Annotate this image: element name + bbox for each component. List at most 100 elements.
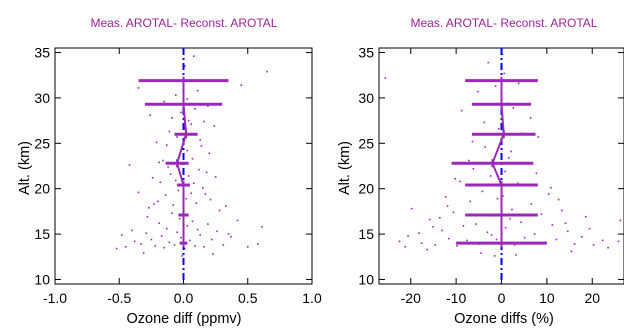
right-scatter-point: [520, 221, 522, 224]
right-scatter-point: [441, 229, 443, 232]
right-scatter-point: [434, 244, 437, 246]
left-scatter-point: [171, 212, 173, 214]
left-scatter-point: [178, 217, 181, 220]
right-scatter-point: [517, 182, 519, 185]
left-y-tick-label: 15: [34, 226, 50, 242]
left-scatter-point: [190, 192, 193, 195]
left-scatter-point: [153, 203, 155, 205]
right-scatter-point: [469, 200, 471, 203]
left-scatter-point: [230, 236, 232, 238]
left-scatter-point: [185, 197, 187, 200]
left-scatter-point: [191, 157, 194, 160]
right-scatter-point: [495, 238, 498, 241]
left-scatter-point: [196, 228, 199, 231]
left-scatter-point: [261, 226, 263, 228]
left-scatter-point: [203, 120, 205, 123]
right-scatter-point: [529, 117, 532, 119]
left-scatter-point: [199, 138, 202, 141]
right-scatter-point: [502, 195, 504, 197]
left-scatter-point: [173, 244, 176, 246]
left-scatter-point: [146, 216, 149, 218]
left-scatter-point: [201, 186, 204, 189]
left-scatter-point: [169, 173, 172, 175]
right-scatter-point: [410, 207, 413, 210]
left-scatter-point: [196, 89, 199, 92]
right-scatter-point: [472, 167, 475, 170]
right-scatter-point: [481, 190, 484, 193]
left-x-tick-label: 0.5: [238, 290, 258, 306]
left-scatter-point: [174, 179, 177, 182]
right-scatter-point: [444, 196, 447, 198]
right-scatter-point: [468, 159, 470, 162]
right-scatter-point: [497, 127, 500, 130]
right-scatter-points: [384, 53, 622, 257]
left-scatter-point: [186, 149, 189, 152]
right-chart-title: Meas. AROTAL- Reconst. AROTAL: [411, 16, 598, 30]
left-scatter-point: [131, 229, 133, 232]
right-scatter-point: [510, 150, 512, 153]
right-scatter-point: [566, 230, 569, 233]
right-scatter-point: [460, 109, 463, 112]
left-scatter-point: [149, 114, 151, 116]
right-scatter-point: [561, 209, 563, 212]
left-scatter-point: [190, 123, 193, 126]
right-scatter-point: [475, 223, 477, 225]
right-scatter-point: [438, 216, 441, 219]
right-scatter-point: [533, 233, 536, 235]
left-scatter-point: [158, 161, 160, 164]
right-scatter-point: [504, 170, 506, 173]
right-x-tick-label: 20: [584, 290, 600, 306]
right-scatter-point: [446, 205, 449, 207]
left-scatter-point: [140, 243, 142, 245]
right-scatter-point: [454, 177, 457, 180]
right-scatter-point: [490, 234, 493, 236]
left-scatter-point: [183, 65, 186, 67]
left-scatter-point: [222, 244, 225, 246]
left-scatter-point: [124, 245, 127, 248]
left-scatter-point: [181, 255, 184, 257]
right-panel: Meas. AROTAL- Reconst. AROTAL Ozone diff…: [337, 16, 624, 327]
right-scatter-point: [573, 243, 576, 245]
right-scatter-point: [452, 211, 455, 214]
left-scatter-point: [191, 220, 194, 223]
left-scatter-point: [209, 198, 212, 201]
left-scatter-point: [164, 194, 167, 196]
right-x-tick-label: -20: [401, 290, 421, 306]
right-x-axis-label: Ozone diffs (%): [454, 311, 554, 327]
right-scatter-point: [509, 217, 511, 220]
left-y-tick-label: 35: [34, 45, 50, 61]
right-scatter-point: [540, 213, 543, 215]
left-scatter-point: [172, 204, 175, 206]
right-scatter-point: [555, 238, 558, 241]
left-scatter-point: [213, 125, 216, 127]
left-scatter-point: [165, 144, 168, 146]
right-scatter-point: [496, 197, 499, 200]
left-scatter-point: [167, 166, 169, 168]
left-panel: Meas. AROTAL- Reconst. AROTAL Ozone diff…: [17, 16, 322, 327]
right-scatter-point: [513, 244, 516, 246]
left-scatter-point: [266, 70, 268, 73]
right-scatter-point: [471, 140, 474, 143]
right-scatter-point: [407, 235, 409, 237]
right-scatter-point: [537, 136, 540, 138]
left-scatter-point: [158, 222, 160, 224]
right-scatter-point: [585, 216, 587, 218]
right-scatter-point: [484, 146, 486, 148]
left-scatter-point: [207, 223, 209, 225]
right-scatter-point: [487, 61, 490, 64]
right-scatter-point: [557, 198, 560, 201]
right-scatter-point: [515, 254, 517, 256]
right-scatter-point: [448, 237, 450, 240]
right-x-tick-label: 0: [498, 290, 506, 306]
left-chart-title: Meas. AROTAL- Reconst. AROTAL: [91, 16, 278, 30]
right-scatter-point: [535, 172, 538, 175]
left-scatter-point: [214, 176, 217, 178]
right-scatter-point: [619, 219, 622, 222]
right-scatter-point: [601, 239, 604, 242]
right-scatter-point: [489, 175, 492, 177]
right-scatter-point: [480, 252, 482, 254]
right-scatter-point: [592, 244, 595, 246]
right-scatter-point: [459, 180, 462, 183]
right-scatter-point: [617, 240, 620, 243]
left-scatter-point: [186, 225, 189, 227]
